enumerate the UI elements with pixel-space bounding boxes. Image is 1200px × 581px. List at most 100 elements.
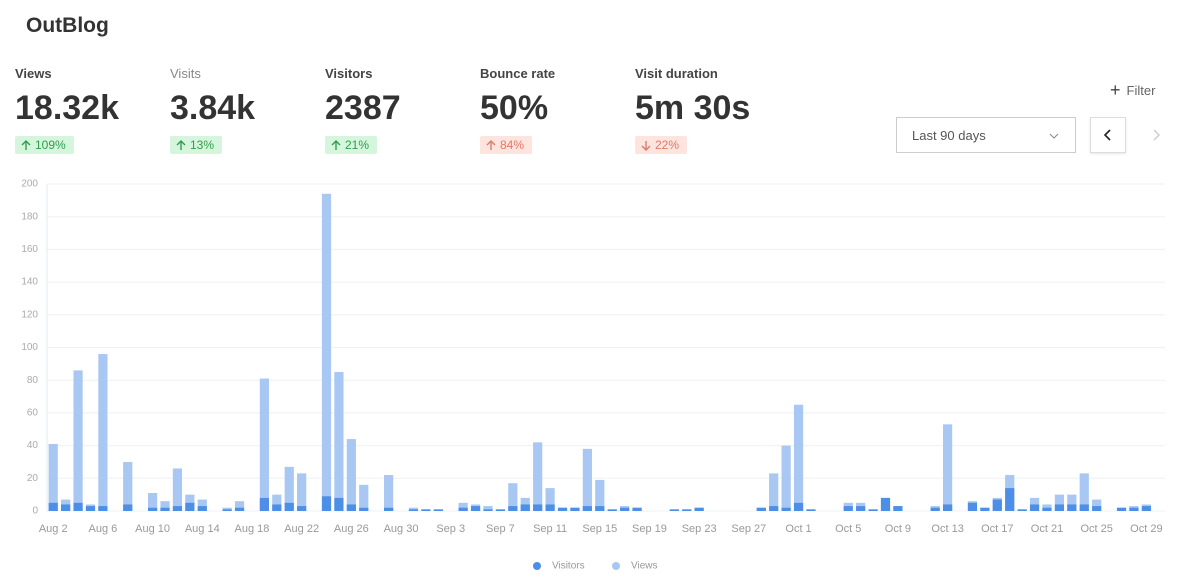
bar xyxy=(297,473,307,511)
bar xyxy=(98,354,108,511)
chevron-left xyxy=(1103,129,1111,141)
legend-marker xyxy=(533,562,541,570)
bar xyxy=(172,468,183,511)
bar xyxy=(61,504,71,511)
legend-label: Visitors xyxy=(552,561,585,572)
bar xyxy=(1054,494,1065,511)
stat-label: Bounce rate xyxy=(480,66,556,81)
arrow-up xyxy=(21,139,31,150)
bar xyxy=(769,473,779,511)
x-tick-label: Aug 2 xyxy=(39,523,68,535)
bar xyxy=(868,509,878,511)
bar xyxy=(123,461,133,511)
y-tick-label: 200 xyxy=(21,179,38,190)
stat-card[interactable]: Visits 3.84k 13% xyxy=(170,66,320,156)
bar xyxy=(185,502,195,511)
next-button[interactable] xyxy=(1138,117,1174,153)
bar xyxy=(533,504,543,511)
stat-change: 13% xyxy=(170,136,223,154)
bar xyxy=(222,509,232,511)
bar xyxy=(880,497,891,511)
x-tick-label: Oct 5 xyxy=(835,523,861,535)
bar xyxy=(421,509,431,511)
x-tick-label: Oct 13 xyxy=(931,523,963,535)
y-tick-label: 40 xyxy=(27,440,39,451)
bar xyxy=(483,506,493,511)
legend-marker xyxy=(612,562,620,570)
filter-button[interactable]: + Filter xyxy=(1110,80,1155,101)
stat-value: 50% xyxy=(480,89,549,127)
bar xyxy=(570,507,580,511)
bar xyxy=(346,504,356,511)
bar xyxy=(408,509,419,511)
bar xyxy=(334,497,344,511)
x-tick-label: Sep 7 xyxy=(486,523,515,535)
bar xyxy=(48,443,58,511)
bar xyxy=(943,424,953,511)
stat-change: 21% xyxy=(325,136,378,154)
x-tick-label: Aug 30 xyxy=(384,523,419,535)
arrow-down xyxy=(641,140,651,151)
stat-value: 18.32k xyxy=(15,89,119,127)
bar xyxy=(272,504,282,511)
arrow-up xyxy=(176,139,186,150)
bar xyxy=(458,502,468,511)
bar xyxy=(483,509,493,511)
bar xyxy=(582,506,592,511)
stat-card[interactable]: Visit duration 5m 30s 22% xyxy=(635,66,785,156)
change-text: 109% xyxy=(35,138,66,152)
bar xyxy=(1029,504,1040,511)
change-text: 13% xyxy=(190,138,215,152)
legend-label: Views xyxy=(631,561,658,572)
x-tick-label: Oct 29 xyxy=(1130,523,1162,535)
bar xyxy=(595,506,605,511)
bar xyxy=(160,507,170,511)
x-tick-label: Aug 6 xyxy=(89,523,118,535)
bar xyxy=(272,494,282,511)
bar xyxy=(98,506,108,511)
bar xyxy=(1067,494,1077,511)
stat-card[interactable]: Visitors 2387 21% xyxy=(325,66,475,156)
x-tick-label: Aug 18 xyxy=(235,523,270,535)
y-tick-label: 20 xyxy=(27,473,39,484)
bar xyxy=(346,439,356,511)
y-tick-label: 180 xyxy=(21,211,38,222)
period-select[interactable]: Last 90 days xyxy=(896,117,1076,153)
filter-text: Filter xyxy=(1126,83,1156,98)
prev-button[interactable] xyxy=(1090,117,1126,153)
bar xyxy=(147,493,158,511)
stat-change: 22% xyxy=(635,136,688,154)
arrow-up xyxy=(331,139,341,150)
change-text: 22% xyxy=(655,138,680,152)
bar xyxy=(147,507,158,511)
stat-value: 5m 30s xyxy=(635,89,751,127)
bar xyxy=(967,502,978,511)
bar xyxy=(930,507,940,511)
x-tick-label: Sep 23 xyxy=(682,523,717,535)
bar xyxy=(1005,488,1015,511)
bar xyxy=(769,506,779,511)
y-tick-label: 160 xyxy=(21,244,38,255)
bar xyxy=(545,504,555,511)
bar xyxy=(470,506,481,511)
bar xyxy=(1092,499,1102,511)
stat-card[interactable]: Views 18.32k 109% xyxy=(15,66,165,156)
bar xyxy=(756,507,766,511)
bar xyxy=(1141,506,1151,511)
bar xyxy=(85,506,96,511)
bar xyxy=(694,507,704,511)
bar xyxy=(533,442,543,511)
bar xyxy=(234,507,245,511)
bar xyxy=(508,506,518,511)
plus-icon: + xyxy=(1110,80,1121,100)
bar xyxy=(843,506,853,511)
change-text: 21% xyxy=(345,138,370,152)
stat-card[interactable]: Bounce rate 50% 84% xyxy=(480,66,630,156)
stat-value: 2387 xyxy=(325,89,401,127)
bar xyxy=(321,193,332,511)
bar xyxy=(384,475,394,511)
bar xyxy=(1054,504,1065,511)
bar xyxy=(893,506,903,511)
site-title: OutBlog xyxy=(26,14,109,37)
y-tick-label: 80 xyxy=(27,375,39,386)
